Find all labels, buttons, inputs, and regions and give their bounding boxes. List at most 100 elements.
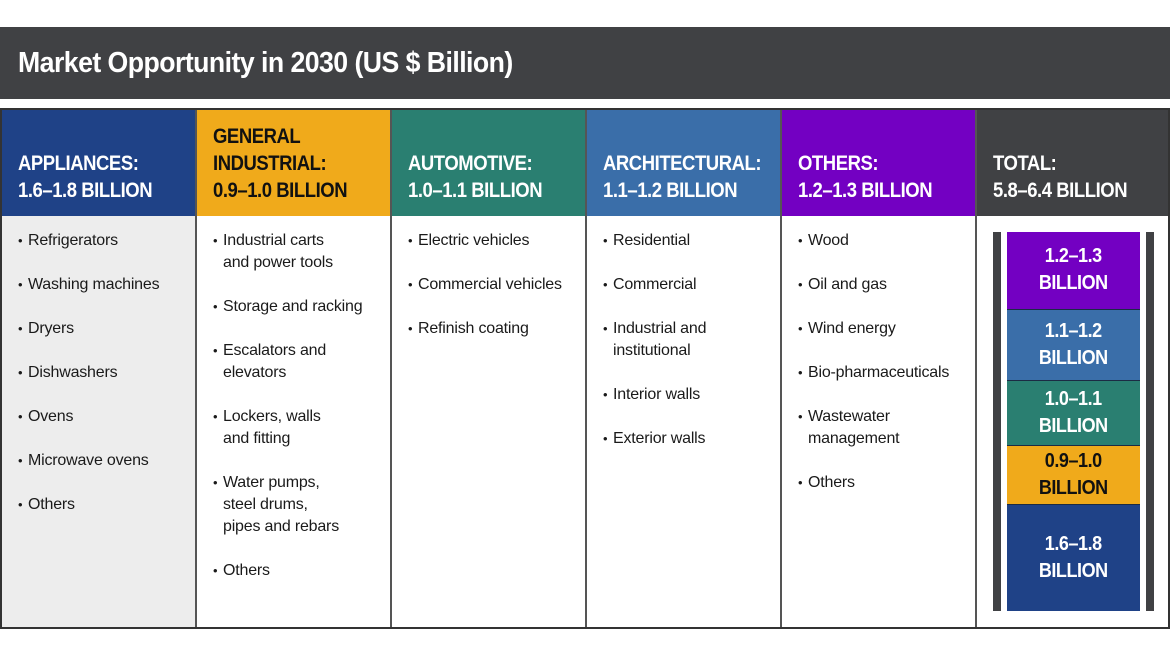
list-item: Refrigerators xyxy=(18,230,183,252)
list-item-text: Water pumps, steel drums, pipes and reba… xyxy=(223,474,339,535)
column-header: ARCHITECTURAL: 1.1–1.2 BILLION xyxy=(587,110,780,216)
header-line: INDUSTRIAL: xyxy=(213,152,327,175)
header-line: 0.9–1.0 BILLION xyxy=(213,179,348,202)
list-item-text: Commercial xyxy=(613,276,697,293)
list-item: Others xyxy=(798,472,963,494)
list-item: Bio-pharmaceuticals xyxy=(798,362,963,384)
list-item-text: Wastewater management xyxy=(808,408,900,447)
list-item: Wastewater management xyxy=(798,406,963,450)
list-item-text: Industrial carts and power tools xyxy=(223,232,333,271)
list-item-text: Industrial and institutional xyxy=(613,320,707,359)
column-body: Refrigerators Washing machines Dryers Dishw… xyxy=(2,216,195,627)
list-item: Others xyxy=(213,560,378,582)
stack-segment-automotive: 1.0–1.1 BILLION xyxy=(1007,381,1140,447)
column-appliances: APPLIANCES: 1.6–1.8 BILLION Refrigerator… xyxy=(2,110,197,627)
header-line: OTHERS: xyxy=(798,152,879,175)
list-item: Microwave ovens xyxy=(18,450,183,472)
list-item-text: Commercial vehicles xyxy=(418,276,562,293)
stack-segment-general-industrial: 0.9–1.0 BILLION xyxy=(1007,446,1140,506)
list-item-text: Others xyxy=(808,474,855,491)
page-title: Market Opportunity in 2030 (US $ Billion… xyxy=(18,46,513,79)
header-line: 5.8–6.4 BILLION xyxy=(993,179,1128,202)
stack-segment-label: 1.1–1.2 BILLION xyxy=(1039,319,1108,369)
list-item: Wood xyxy=(798,230,963,252)
stack-segment-label: 1.2–1.3 BILLION xyxy=(1039,245,1108,295)
list-item-text: Others xyxy=(28,496,75,513)
list-item-text: Microwave ovens xyxy=(28,452,149,469)
list-item: Commercial xyxy=(603,274,768,296)
column-body: Wood Oil and gas Wind energy Bio-pharmaceut… xyxy=(782,216,975,627)
column-automotive: AUTOMOTIVE: 1.0–1.1 BILLION Electric veh… xyxy=(392,110,587,627)
list-item-text: Bio-pharmaceuticals xyxy=(808,364,950,381)
column-body: Residential Commercial Industrial and inst… xyxy=(587,216,780,627)
header-line: GENERAL xyxy=(213,125,301,148)
list-item: Exterior walls xyxy=(603,428,768,450)
item-list: Wood Oil and gas Wind energy Bio-pharmaceut… xyxy=(798,230,963,494)
header-line: TOTAL: xyxy=(993,152,1057,175)
header-line: ARCHITECTURAL: xyxy=(603,152,762,175)
header-line: 1.0–1.1 BILLION xyxy=(408,179,543,202)
column-total: TOTAL: 5.8–6.4 BILLION 1.2–1.3 BILLION 1.… xyxy=(977,110,1168,627)
list-item: Others xyxy=(18,494,183,516)
stack-segment-others: 1.2–1.3 BILLION xyxy=(1007,232,1140,310)
title-bar: Market Opportunity in 2030 (US $ Billion… xyxy=(0,27,1170,99)
list-item: Electric vehicles xyxy=(408,230,573,252)
column-header: GENERAL INDUSTRIAL: 0.9–1.0 BILLION xyxy=(197,110,390,216)
column-header: AUTOMOTIVE: 1.0–1.1 BILLION xyxy=(392,110,585,216)
list-item: Industrial carts and power tools xyxy=(213,230,378,274)
list-item: Washing machines xyxy=(18,274,183,296)
item-list: Industrial carts and power tools Storage … xyxy=(213,230,378,582)
stack-segment-architectural: 1.1–1.2 BILLION xyxy=(1007,309,1140,382)
list-item-text: Dishwashers xyxy=(28,364,118,381)
list-item: Wind energy xyxy=(798,318,963,340)
list-item-text: Interior walls xyxy=(613,386,701,403)
item-list: Residential Commercial Industrial and inst… xyxy=(603,230,768,450)
list-item: Residential xyxy=(603,230,768,252)
column-body: Industrial carts and power tools Storage … xyxy=(197,216,390,627)
list-item-text: Storage and racking xyxy=(223,298,363,315)
list-item: Refinish coating xyxy=(408,318,573,340)
list-item: Escalators and elevators xyxy=(213,340,378,384)
stack-rail-left xyxy=(993,232,1001,611)
list-item: Storage and racking xyxy=(213,296,378,318)
header-line: 1.2–1.3 BILLION xyxy=(798,179,933,202)
column-header: APPLIANCES: 1.6–1.8 BILLION xyxy=(2,110,195,216)
stack-segment-appliances: 1.6–1.8 BILLION xyxy=(1007,505,1140,611)
stack-segment-label: 1.0–1.1 BILLION xyxy=(1039,388,1108,438)
list-item-text: Refinish coating xyxy=(418,320,529,337)
header-line: AUTOMOTIVE: xyxy=(408,152,533,175)
list-item: Oil and gas xyxy=(798,274,963,296)
column-architectural: ARCHITECTURAL: 1.1–1.2 BILLION Residenti… xyxy=(587,110,782,627)
list-item-text: Wood xyxy=(808,232,849,249)
list-item-text: Escalators and elevators xyxy=(223,342,327,381)
list-item-text: Exterior walls xyxy=(613,430,706,447)
list-item-text: Ovens xyxy=(28,408,74,425)
header-line: APPLIANCES: xyxy=(18,152,139,175)
market-table: APPLIANCES: 1.6–1.8 BILLION Refrigerator… xyxy=(0,108,1170,629)
list-item-text: Dryers xyxy=(28,320,74,337)
total-stack-area: 1.2–1.3 BILLION 1.1–1.2 BILLION 1.0–1.1 BI… xyxy=(977,216,1168,627)
stack-segment-label: 0.9–1.0 BILLION xyxy=(1039,450,1108,500)
header-line: 1.1–1.2 BILLION xyxy=(603,179,738,202)
list-item: Dryers xyxy=(18,318,183,340)
item-list: Electric vehicles Commercial vehicles Refi… xyxy=(408,230,573,340)
list-item-text: Washing machines xyxy=(28,276,160,293)
list-item: Lockers, walls and fitting xyxy=(213,406,378,450)
stack-rail-right xyxy=(1146,232,1154,611)
column-others: OTHERS: 1.2–1.3 BILLION WoodOil and gasW… xyxy=(782,110,977,627)
column-header: TOTAL: 5.8–6.4 BILLION xyxy=(977,110,1168,216)
list-item: Industrial and institutional xyxy=(603,318,768,362)
item-list: Refrigerators Washing machines Dryers Dishw… xyxy=(18,230,183,516)
list-item-text: Lockers, walls and fitting xyxy=(223,408,321,447)
list-item-text: Electric vehicles xyxy=(418,232,530,249)
stacked-bar: 1.2–1.3 BILLION 1.1–1.2 BILLION 1.0–1.1 BI… xyxy=(1007,232,1140,611)
list-item-text: Residential xyxy=(613,232,690,249)
list-item-text: Wind energy xyxy=(808,320,896,337)
stack-segment-label: 1.6–1.8 BILLION xyxy=(1039,533,1108,583)
header-line: 1.6–1.8 BILLION xyxy=(18,179,153,202)
list-item-text: Refrigerators xyxy=(28,232,118,249)
list-item: Commercial vehicles xyxy=(408,274,573,296)
list-item: Dishwashers xyxy=(18,362,183,384)
list-item-text: Oil and gas xyxy=(808,276,887,293)
column-header: OTHERS: 1.2–1.3 BILLION xyxy=(782,110,975,216)
